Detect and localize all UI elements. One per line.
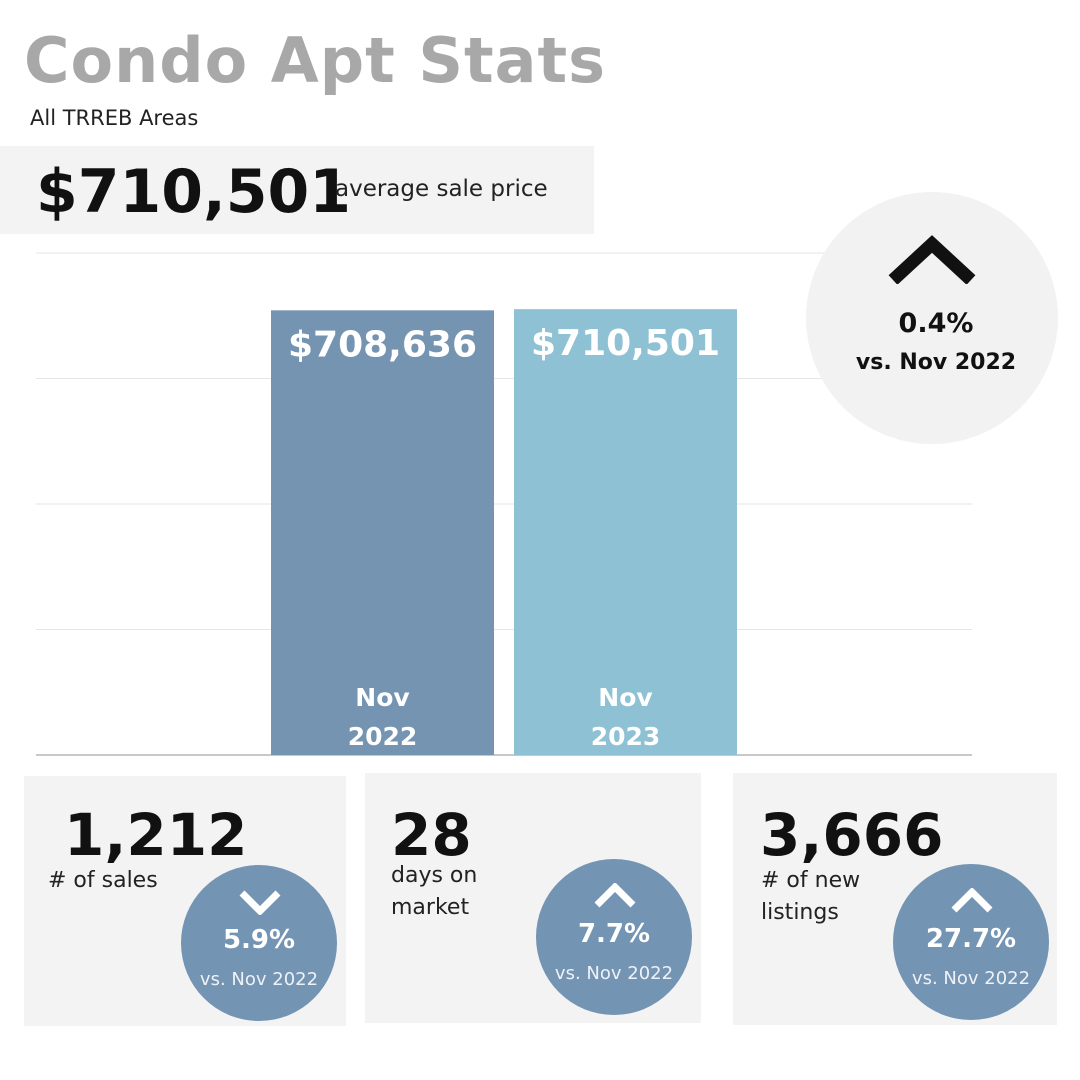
average-price-label: average sale price — [335, 176, 548, 202]
chevron-up-icon — [951, 888, 993, 913]
new-listings-change-comparison: vs. Nov 2022 — [911, 968, 1031, 989]
overall-change-circle — [806, 192, 1058, 444]
chevron-up-icon — [888, 235, 976, 284]
sales-change-badge: 5.9% vs. Nov 2022 — [181, 865, 337, 1021]
sales-value: 1,212 — [64, 801, 248, 869]
new-listings-value: 3,666 — [760, 801, 944, 869]
average-price-value: $710,501 — [36, 157, 352, 227]
new-listings-label: # of new listings — [761, 868, 861, 925]
page-title: Condo Apt Stats — [24, 24, 607, 97]
category-label: Nov — [598, 683, 652, 712]
sales-label: # of sales — [48, 868, 158, 893]
new-listings-change-badge: 27.7% vs. Nov 2022 — [893, 864, 1049, 1020]
bar-nov-2022 — [271, 310, 494, 755]
days-on-market-label: days on market — [391, 863, 478, 920]
page-subtitle: All TRREB Areas — [30, 106, 199, 130]
sales-change-comparison: vs. Nov 2022 — [199, 969, 319, 990]
bar-value-label: $710,501 — [531, 323, 720, 364]
overall-change-comparison: vs. Nov 2022 — [855, 350, 1017, 375]
days-on-market-card: 28 days on market 7.7% vs. Nov 2022 — [365, 773, 701, 1023]
category-label: 2022 — [348, 722, 418, 751]
chevron-down-icon — [239, 890, 281, 915]
category-label: 2023 — [591, 722, 661, 751]
days-on-market-change-badge: 7.7% vs. Nov 2022 — [536, 859, 692, 1015]
bar-nov-2023 — [514, 309, 737, 755]
days-on-market-change-comparison: vs. Nov 2022 — [554, 963, 674, 984]
overall-change-percent: 0.4% — [898, 308, 974, 339]
bar-value-label: $708,636 — [288, 324, 477, 365]
average-price-banner — [0, 146, 594, 234]
chevron-up-icon — [594, 883, 636, 908]
sales-change-percent: 5.9% — [222, 925, 296, 955]
new-listings-card: 3,666 # of new listings 27.7% vs. Nov 20… — [733, 773, 1057, 1025]
days-on-market-value: 28 — [391, 801, 472, 869]
days-on-market-change-percent: 7.7% — [577, 919, 651, 949]
sales-card: 1,212 # of sales 5.9% vs. Nov 2022 — [24, 776, 346, 1026]
new-listings-change-percent: 27.7% — [925, 924, 1017, 954]
category-label: Nov — [355, 683, 409, 712]
